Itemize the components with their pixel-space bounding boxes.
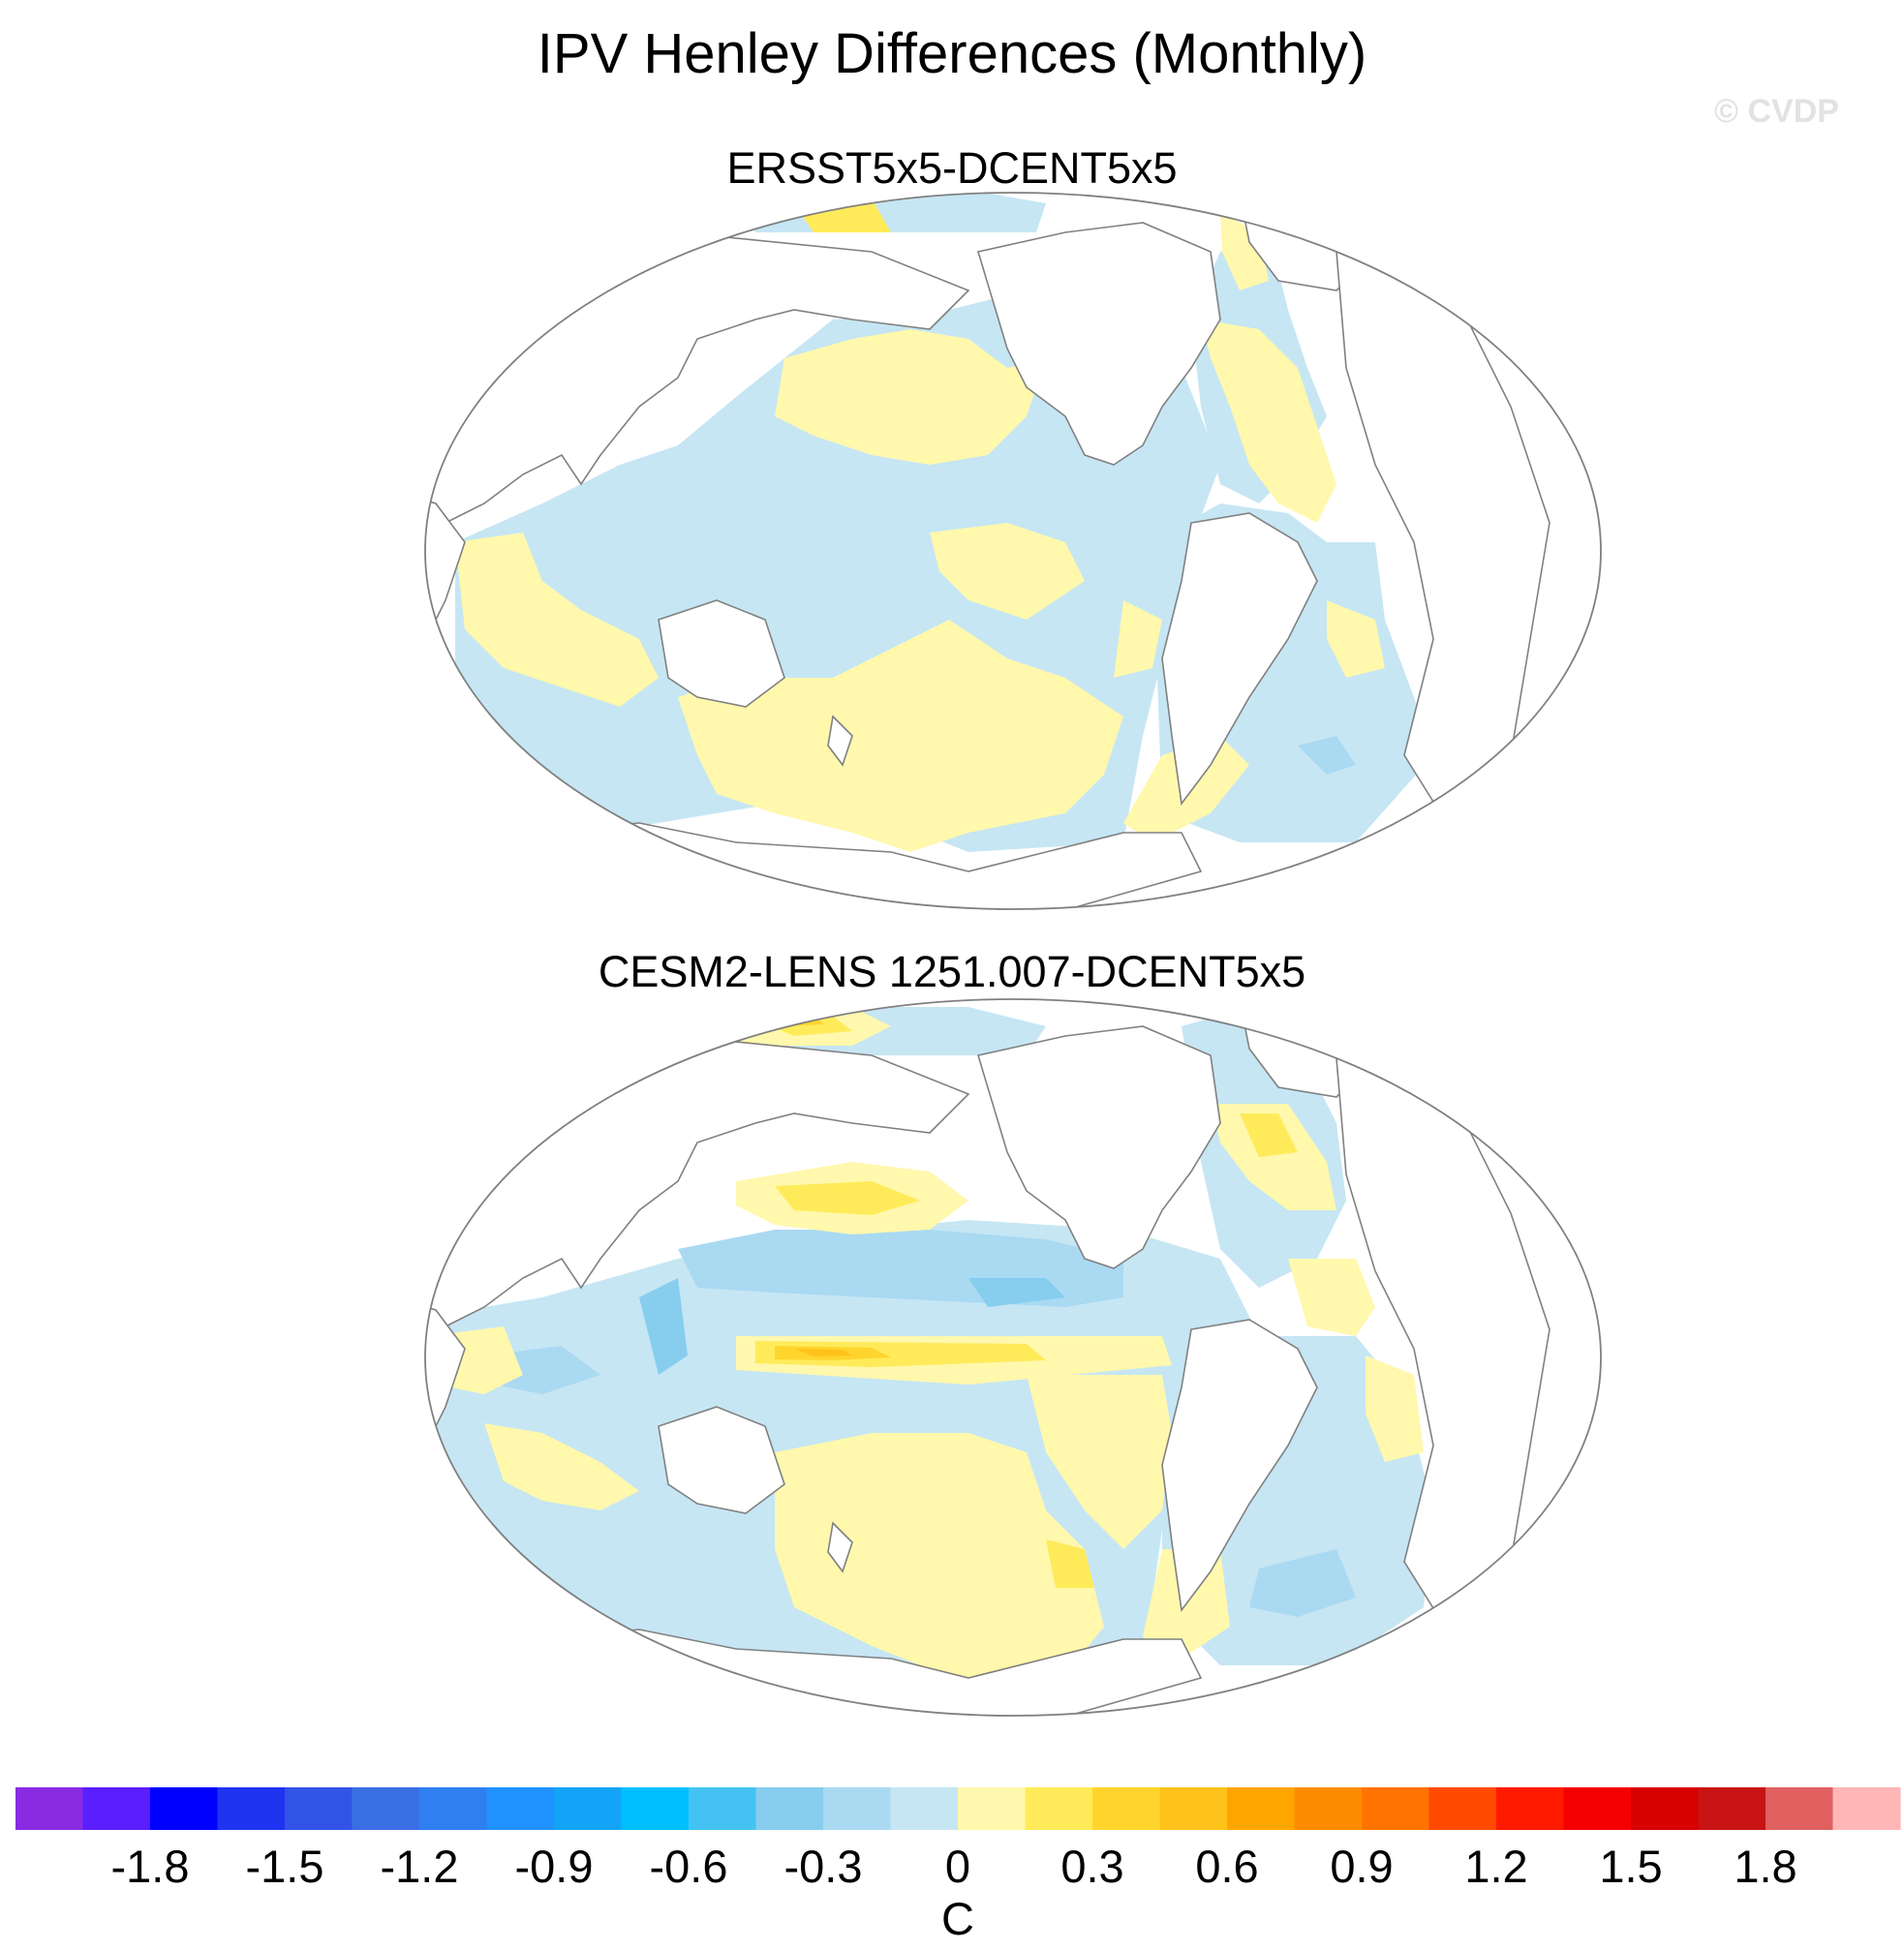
map-1-border (424, 192, 1602, 910)
colorbar-tick-label: -1.5 (246, 1841, 324, 1892)
colorbar-swatch (755, 1787, 824, 1830)
colorbar-swatch (1832, 1787, 1901, 1830)
colorbar-swatch (1428, 1787, 1497, 1830)
colorbar-swatch (1294, 1787, 1363, 1830)
colorbar-swatch (1631, 1787, 1700, 1830)
colorbar-swatch (890, 1787, 959, 1830)
colorbar-swatch (621, 1787, 690, 1830)
colorbar-tick-label: 0.3 (1060, 1841, 1123, 1892)
map-panel-1 (424, 192, 1602, 910)
colorbar-swatch (82, 1787, 151, 1830)
panel-1-title: ERSST5x5-DCENT5x5 (726, 143, 1178, 193)
colorbar-swatch (1563, 1787, 1632, 1830)
map-2-border (424, 998, 1602, 1717)
colorbar-tick-label: -1.8 (111, 1841, 190, 1892)
panel-2-title: CESM2-LENS 1251.007-DCENT5x5 (598, 947, 1306, 996)
figure-title: IPV Henley Differences (Monthly) (537, 22, 1367, 85)
colorbar-swatch (1362, 1787, 1430, 1830)
map-1-field (425, 193, 1551, 909)
colorbar-tick-label: 1.2 (1464, 1841, 1527, 1892)
colorbar-tick-label: -1.2 (381, 1841, 459, 1892)
colorbar-tick-label: -0.3 (784, 1841, 863, 1892)
colorbar-swatch (689, 1787, 757, 1830)
colorbar-swatch (419, 1787, 488, 1830)
colorbar-swatch (1159, 1787, 1228, 1830)
colorbar-swatch (1092, 1787, 1161, 1830)
colorbar-tick-label: 1.8 (1734, 1841, 1797, 1892)
colorbar-swatch (554, 1787, 623, 1830)
colorbar-tick-label: 1.5 (1599, 1841, 1662, 1892)
colorbar-swatch (1766, 1787, 1834, 1830)
map-panel-2 (424, 998, 1602, 1717)
cvdp-watermark: © CVDP (1714, 93, 1839, 130)
colorbar-swatch (486, 1787, 555, 1830)
colorbar-swatch (1227, 1787, 1296, 1830)
colorbar-swatch (352, 1787, 420, 1830)
colorbar-tick-label: 0.6 (1195, 1841, 1258, 1892)
colorbar-tick-label: -0.6 (650, 1841, 728, 1892)
map-2-field (425, 999, 1551, 1716)
colorbar: -1.8 -1.5 -1.2 -0.9 -0.6 -0.3 0 0.3 0.6 0.9 1.2 1.5… (15, 1787, 1901, 1944)
colorbar-swatch (958, 1787, 1027, 1830)
colorbar-swatch (217, 1787, 286, 1830)
colorbar-swatch (285, 1787, 353, 1830)
colorbar-tick-label: 0 (945, 1841, 970, 1892)
colorbar-swatch (1025, 1787, 1093, 1830)
colorbar-unit-label: C (941, 1893, 974, 1944)
colorbar-swatch (15, 1787, 84, 1830)
colorbar-swatch (150, 1787, 219, 1830)
colorbar-tick-label: -0.9 (515, 1841, 594, 1892)
colorbar-swatch (1698, 1787, 1766, 1830)
colorbar-tick-label: 0.9 (1330, 1841, 1393, 1892)
colorbar-swatch (823, 1787, 892, 1830)
colorbar-swatch (1496, 1787, 1565, 1830)
